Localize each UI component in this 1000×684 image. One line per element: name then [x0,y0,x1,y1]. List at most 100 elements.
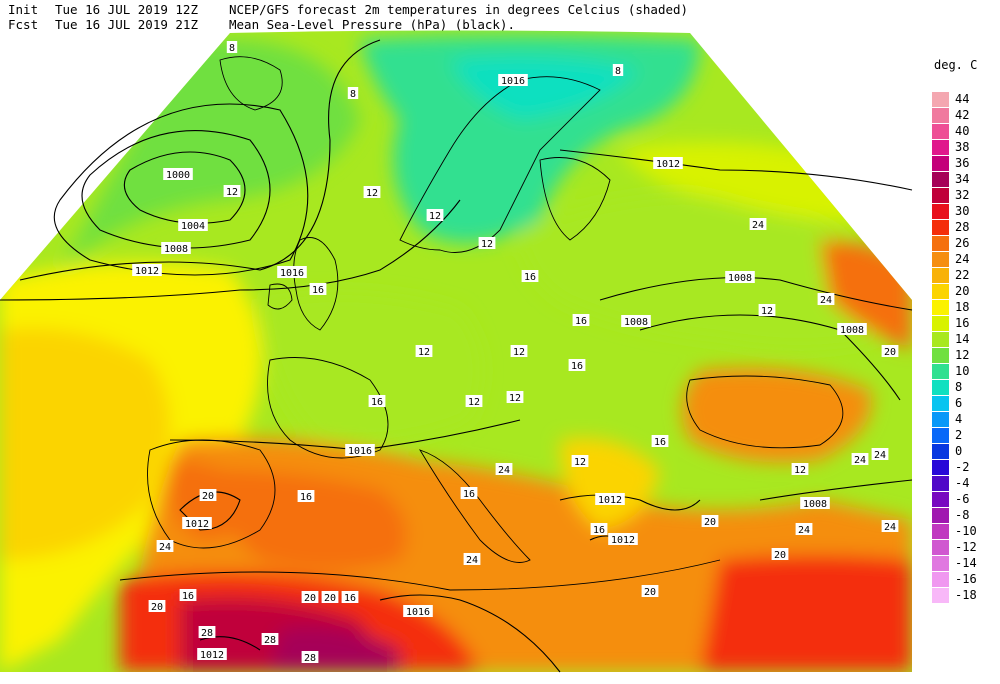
svg-text:28: 28 [264,635,276,646]
svg-text:20: 20 [774,550,786,561]
isobar-label: 1008 [800,497,830,510]
legend-label: 2 [955,428,963,442]
temperature-label: 20 [701,515,719,528]
svg-text:1012: 1012 [598,495,622,506]
legend-swatch [932,108,949,123]
isobar-1004 [81,130,271,249]
svg-text:1008: 1008 [624,317,648,328]
svg-text:24: 24 [874,450,886,461]
temp-russia-green [520,194,912,348]
svg-text:24: 24 [854,455,866,466]
temperature-labels: 8 8 8 12 12 12 12 16 16 12 12 16 16 16 12 12 12 12 16 12 16 1… [148,41,899,664]
legend-label: 40 [955,124,970,138]
svg-text:12: 12 [794,465,806,476]
svg-text:28: 28 [304,653,316,664]
coastlines [119,56,844,591]
svg-text:1016: 1016 [406,607,430,618]
svg-text:16: 16 [312,285,324,296]
svg-text:24: 24 [466,555,478,566]
legend-label: 26 [955,236,970,250]
legend-label: 0 [955,444,963,458]
svg-text:12: 12 [418,347,430,358]
legend-swatch [932,124,949,139]
temperature-label: 12 [415,345,433,358]
temp-black-sea [682,367,872,463]
isobar-label: 1012 [197,648,227,661]
temperature-label: 16 [368,395,386,408]
svg-text:12: 12 [429,211,441,222]
isobar-label: 1004 [178,219,208,232]
legend-label: 14 [955,332,970,346]
temperature-label: 20 [321,591,339,604]
svg-text:12: 12 [366,188,378,199]
ireland-coast [267,283,293,310]
legend-label: 32 [955,188,970,202]
temperature-label: 20 [199,489,217,502]
temperature-label: 24 [749,218,767,231]
legend-label: 24 [955,252,970,266]
legend-swatch [932,492,949,507]
legend-label: 44 [955,92,970,106]
temperature-label: 12 [506,391,524,404]
legend-label: 42 [955,108,970,122]
isobar-1000 [123,151,246,224]
temperature-label: 28 [261,633,279,646]
svg-text:16: 16 [575,316,587,327]
svg-text:12: 12 [513,347,525,358]
temperature-label: 16 [309,283,327,296]
isobar-1012-west [19,39,381,281]
temperature-label: 12 [791,463,809,476]
legend-swatch [932,236,949,251]
temperature-label: 16 [297,490,315,503]
legend-swatch [932,172,949,187]
svg-text:1008: 1008 [840,325,864,336]
italy-coast [418,449,531,563]
temperature-label: 8 [612,64,624,77]
temperature-label: 20 [771,548,789,561]
temperature-label: 24 [463,553,481,566]
temperature-label: 20 [881,345,899,358]
isobar-label: 1012 [182,517,212,530]
temperature-label: 12 [363,186,381,199]
isobar-label: 1008 [621,315,651,328]
svg-text:8: 8 [229,43,235,54]
temperature-label: 24 [871,448,889,461]
temperature-label: 24 [495,463,513,476]
svg-text:16: 16 [344,593,356,604]
temperature-label: 12 [465,395,483,408]
isobar-1012-east [559,149,913,191]
svg-text:1016: 1016 [348,446,372,457]
isobar-1012-africa [199,636,261,651]
svg-text:1012: 1012 [656,159,680,170]
temperature-label: 12 [510,345,528,358]
temperature-label: 8 [347,87,359,100]
svg-text:16: 16 [371,397,383,408]
isobar-1008 [53,103,309,276]
legend-swatch [932,284,949,299]
isobar-label: 1012 [608,533,638,546]
svg-text:8: 8 [615,66,621,77]
legend-label: 12 [955,348,970,362]
svg-text:16: 16 [571,361,583,372]
legend-label: 16 [955,316,970,330]
legend-swatch [932,188,949,203]
temperature-label: 16 [460,487,478,500]
svg-text:12: 12 [509,393,521,404]
legend-swatch [932,92,949,107]
svg-text:1012: 1012 [200,650,224,661]
svg-text:20: 20 [324,593,336,604]
isobar-label: 1008 [837,323,867,336]
map-canvas: 1000 1004 1008 1012 1016 1016 1012 1008 1008 1016… [0,30,913,673]
legend-swatch [932,524,949,539]
north-africa-coast [119,559,721,591]
svg-text:24: 24 [752,220,764,231]
legend-label: 10 [955,364,970,378]
svg-text:16: 16 [593,525,605,536]
svg-text:16: 16 [654,437,666,448]
svg-text:1012: 1012 [611,535,635,546]
svg-text:24: 24 [820,295,832,306]
legend-swatch [932,460,949,475]
isobar-label: 1008 [725,271,755,284]
temperature-label: 12 [758,304,776,317]
temperature-label: 16 [590,523,608,536]
